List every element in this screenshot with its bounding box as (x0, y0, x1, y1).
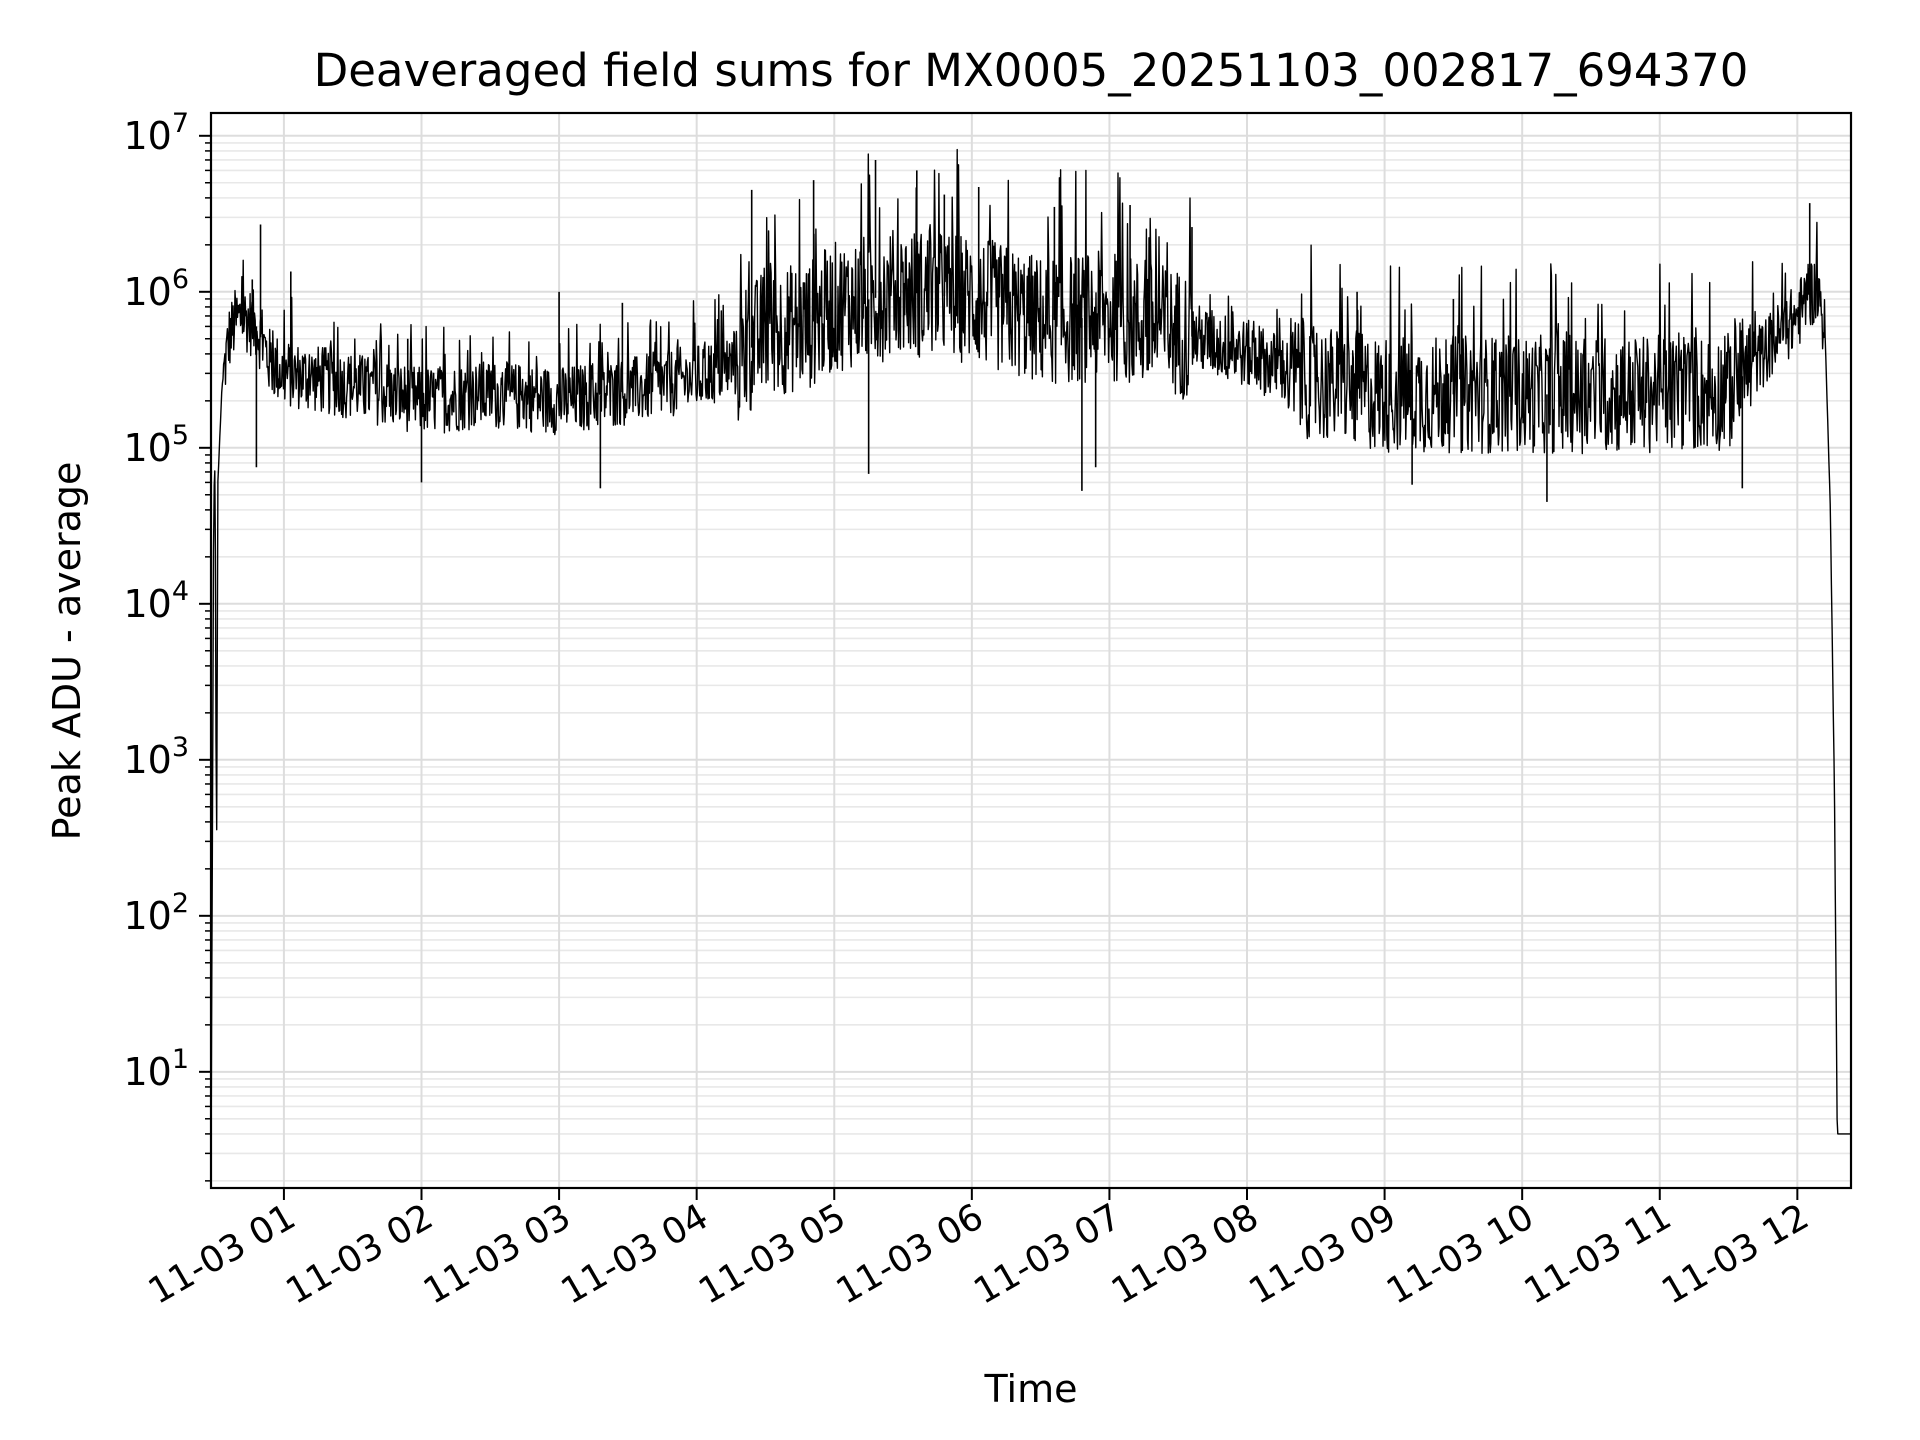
y-tick-base: 10 (123, 1050, 171, 1094)
y-tick-label: 107 (123, 108, 189, 158)
y-tick-exponent: 6 (172, 264, 189, 295)
y-tick-exponent: 4 (172, 576, 189, 607)
y-tick-base: 10 (123, 738, 171, 782)
y-tick-label: 104 (123, 576, 189, 626)
y-tick-base: 10 (123, 582, 171, 626)
y-tick-label: 103 (123, 732, 189, 782)
y-tick-base: 10 (123, 426, 171, 470)
y-tick-exponent: 1 (172, 1044, 189, 1075)
y-tick-label: 106 (123, 264, 189, 314)
y-tick-label: 101 (123, 1044, 189, 1094)
y-tick-label: 102 (123, 888, 189, 938)
y-tick-base: 10 (123, 894, 171, 938)
y-tick-exponent: 5 (172, 420, 189, 451)
y-tick-label: 105 (123, 420, 189, 470)
y-tick-base: 10 (123, 270, 171, 314)
y-tick-exponent: 2 (172, 888, 189, 919)
grid-lines (211, 113, 1851, 1188)
y-tick-exponent: 7 (172, 108, 189, 139)
x-axis-label: Time (984, 1367, 1078, 1411)
y-tick-base: 10 (123, 114, 171, 158)
chart-title: Deaveraged field sums for MX0005_2025110… (314, 44, 1749, 97)
series-layer (210, 148, 1852, 1181)
series-line (210, 148, 1852, 1181)
y-tick-exponent: 3 (172, 732, 189, 763)
y-axis-label: Peak ADU - average (45, 462, 89, 841)
